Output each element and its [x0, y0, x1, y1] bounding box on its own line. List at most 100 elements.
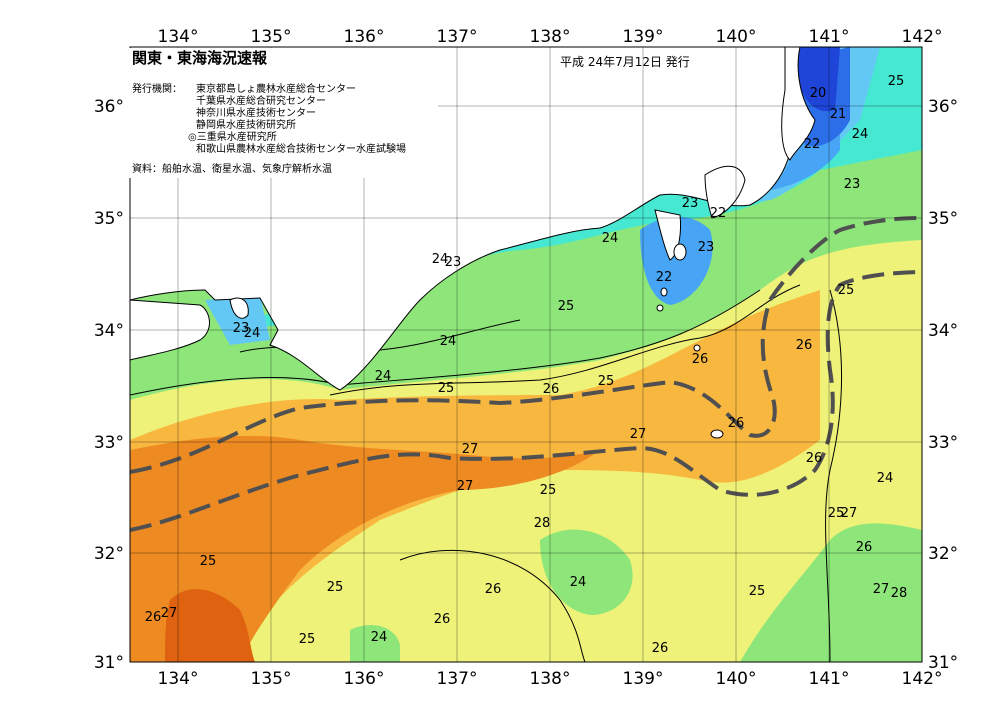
lon-tick: 139°	[623, 27, 664, 47]
contour-label: 25	[299, 632, 316, 647]
contour-labels: 25 20 21 24 22 23 23 22 24 23 24 23 22 2…	[145, 74, 908, 627]
contour-label: 28	[534, 516, 551, 531]
contour-label: 27	[630, 427, 647, 442]
lon-tick: 141°	[809, 669, 850, 689]
publisher-6: 和歌山県農林水産総合技術センター水産試験場	[196, 142, 406, 155]
lon-tick: 134°	[158, 669, 199, 689]
contour-label: 25	[540, 483, 557, 498]
contour-label: 26	[728, 416, 745, 431]
map-frame	[129, 46, 923, 663]
land-oshima	[673, 243, 687, 261]
lat-tick: 36°	[928, 97, 958, 117]
lon-tick: 141°	[809, 27, 850, 47]
data-source: 資料：船舶水温、衛星水温、気象庁解析水温	[132, 162, 332, 175]
publisher-2: 千葉県水産総合研究センター	[196, 94, 326, 107]
contour-label: 23	[445, 255, 462, 270]
lon-tick: 139°	[623, 669, 664, 689]
lon-ticks-bottom: 134° 135° 136° 137° 138° 139° 140° 141° …	[158, 669, 943, 689]
isotherm-line	[329, 284, 801, 396]
sst-band-22	[640, 216, 713, 305]
contour-label: 25	[327, 580, 344, 595]
contour-label: 25	[888, 74, 905, 89]
contour-label: 22	[710, 206, 727, 221]
contour-labels-extra: 25 24 26	[299, 630, 669, 656]
contour-label: 26	[856, 540, 873, 555]
lat-tick: 35°	[928, 209, 958, 229]
isotherm-line	[825, 289, 843, 662]
kuroshio-axis-northern	[130, 216, 922, 474]
contour-label: 26	[543, 382, 560, 397]
contour-label: 25	[749, 584, 766, 599]
publisher-1: 東京都島しょ農林水産総合センター	[196, 82, 356, 95]
sst-band-23-west	[205, 295, 270, 345]
land-honshu-east	[781, 47, 816, 161]
sst-band-25-pocket	[540, 529, 633, 615]
contour-label: 26	[652, 641, 669, 656]
land-izu-peninsula	[654, 209, 681, 261]
lat-tick: 33°	[928, 433, 958, 453]
lon-tick: 134°	[158, 27, 199, 47]
land-boso-peninsula	[704, 165, 746, 219]
sst-band-29	[165, 589, 255, 662]
contour-label: 25	[558, 299, 575, 314]
contour-label: 27	[457, 479, 474, 494]
contour-label: 25	[438, 381, 455, 396]
contour-label: 24	[371, 630, 388, 645]
lon-tick: 142°	[902, 27, 943, 47]
contour-label: 25	[838, 283, 855, 298]
contour-label: 22	[804, 137, 821, 152]
lat-tick: 33°	[94, 433, 124, 453]
contour-label: 24	[852, 127, 869, 142]
contour-label: 26	[692, 352, 709, 367]
contour-label: 26	[485, 582, 502, 597]
sst-band-28	[130, 435, 600, 662]
publisher-5: ◎三重県水産研究所	[188, 130, 277, 143]
contour-label: 24	[877, 471, 894, 486]
sst-band-26-south	[380, 550, 585, 662]
lon-tick: 138°	[530, 27, 571, 47]
contour-label: 23	[682, 196, 699, 211]
lat-tick: 31°	[928, 653, 958, 673]
contour-label: 27	[161, 606, 178, 621]
contour-label: 24	[570, 575, 587, 590]
lat-tick: 36°	[94, 97, 124, 117]
contour-label: 26	[806, 451, 823, 466]
lon-tick: 136°	[344, 27, 385, 47]
contour-label: 24	[432, 252, 449, 267]
land-miyake	[693, 344, 701, 352]
contour-label: 23	[698, 240, 715, 255]
land-awaji	[229, 297, 249, 319]
contour-label: 27	[873, 582, 890, 597]
publisher-3: 神奈川県水産技術センター	[196, 106, 316, 119]
lon-tick: 135°	[251, 27, 292, 47]
contour-label: 27	[841, 506, 858, 521]
lon-tick: 137°	[437, 669, 478, 689]
contour-label: 24	[375, 369, 392, 384]
lon-tick: 136°	[344, 669, 385, 689]
lat-ticks-right: 36° 35° 34° 33° 32° 31°	[928, 97, 958, 673]
contour-label: 26	[796, 338, 813, 353]
contour-label: 28	[891, 586, 908, 601]
contour-label: 26	[145, 610, 162, 625]
contour-label: 26	[434, 612, 451, 627]
contour-label: 25	[200, 554, 217, 569]
kuroshio-axis-southern	[130, 270, 922, 532]
contour-label: 24	[602, 231, 619, 246]
lon-tick: 138°	[530, 669, 571, 689]
lon-tick: 137°	[437, 27, 478, 47]
contour-label: 25	[598, 374, 615, 389]
publisher-4: 静岡県水産技術研究所	[196, 118, 296, 131]
contour-label: 25	[828, 506, 845, 521]
lon-tick: 142°	[902, 669, 943, 689]
isotherm-line	[399, 549, 586, 662]
lat-tick: 34°	[928, 321, 958, 341]
lat-tick: 34°	[94, 321, 124, 341]
contour-label: 23	[233, 321, 250, 336]
sst-band-25-pocket-2	[350, 625, 400, 662]
lon-tick: 140°	[716, 27, 757, 47]
map-title: 関東・東海海況速報	[132, 49, 268, 67]
lon-tick: 140°	[716, 669, 757, 689]
lon-ticks-top: 134° 135° 136° 137° 138° 139° 140° 141° …	[158, 27, 943, 47]
lat-tick: 32°	[928, 544, 958, 564]
